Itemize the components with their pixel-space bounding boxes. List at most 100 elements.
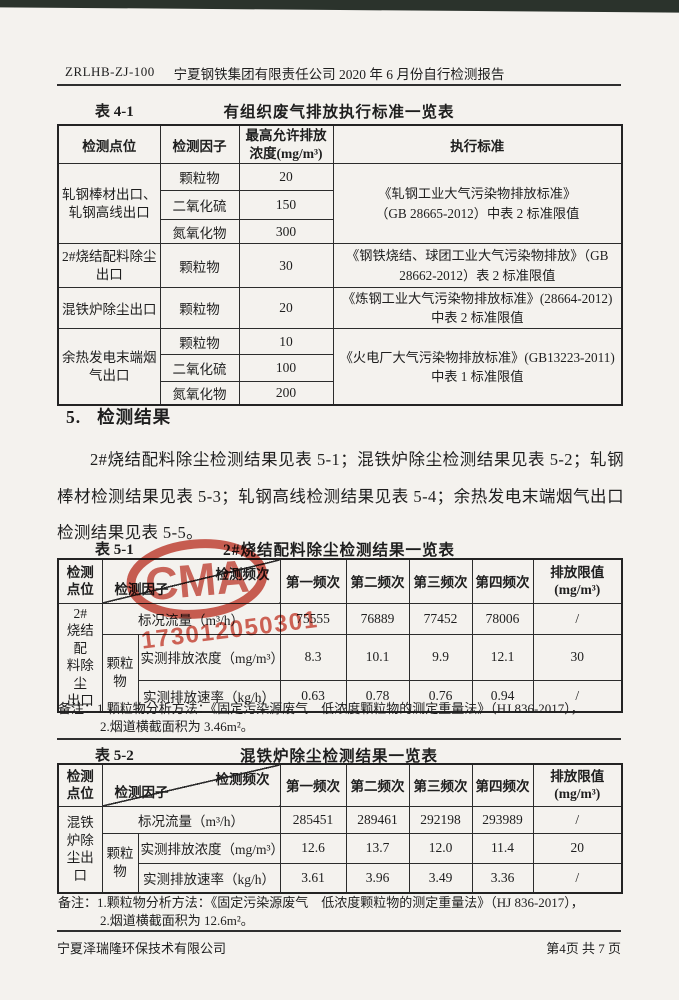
rate-limit: / <box>532 862 623 894</box>
factor-name: 二氧化硫 <box>159 354 240 383</box>
flow-label: 标况流量（m³/h） <box>101 602 281 635</box>
factor-name: 颗粒物 <box>159 287 240 330</box>
header-divider <box>57 84 621 86</box>
footer-divider <box>57 930 621 932</box>
conc-label: 实测排放浓度（mg/m³） <box>137 633 281 682</box>
conc-limit: 30 <box>532 633 623 682</box>
factor-value: 100 <box>238 354 334 383</box>
point-cell: 轧钢棒材出口、 轧钢高线出口 <box>57 163 161 245</box>
conc-value: 12.1 <box>471 633 534 682</box>
table-4-1: 检测点位 检测因子 最高允许排放 浓度(mg/m³) 执行标准 轧钢棒材出口、 … <box>57 124 623 407</box>
flow-value: 75555 <box>279 602 347 635</box>
page-footer: 宁夏泽瑞隆环保技术有限公司 第4页 共 7 页 <box>57 938 621 957</box>
factor-value: 20 <box>238 287 334 330</box>
rate-value: 0.76 <box>408 680 473 713</box>
col-header-freq3: 第三频次 <box>408 558 473 604</box>
col-header-limit: 排放限值 (mg/m³) <box>532 558 623 604</box>
rate-limit: / <box>532 680 623 713</box>
table4-1-title: 有组织废气排放执行标准一览表 <box>223 104 455 121</box>
corner-top-label: 检测频次 <box>215 567 270 582</box>
standard-cell: 《钢铁烧结、球团工业大气污染物排放》（GB 28662-2012）表 2 标准限… <box>332 243 623 289</box>
table-row: 颗粒 物 实测排放浓度（mg/m³） 8.3 10.1 9.9 12.1 30 <box>58 633 623 713</box>
footer-company: 宁夏泽瑞隆环保技术有限公司 <box>57 941 227 956</box>
conc-value: 12.6 <box>279 832 347 864</box>
flow-value: 292198 <box>408 805 473 834</box>
flow-limit: / <box>532 805 623 834</box>
table-row: 2#烧结配料除尘 出口 颗粒物 30 《钢铁烧结、球团工业大气污染物排放》（GB… <box>57 243 623 289</box>
col-header-freq1: 第一频次 <box>279 558 347 604</box>
corner-bottom-label: 检测因子 <box>114 581 169 597</box>
notes-prefix: 备注： <box>58 895 98 910</box>
point-cell: 混铁 炉除 尘出 口 <box>57 805 103 894</box>
note-text: 1.颗粒物分析方法：《固定污染源废气 低浓度颗粒物的测定重量法》（HJ 836-… <box>97 701 584 716</box>
table-row: 氮氧化物 200 <box>58 381 622 406</box>
col-header-freq1: 第一频次 <box>279 763 347 807</box>
note-text: 1.颗粒物分析方法：《固定污染源废气 低浓度颗粒物的测定重量法》（HJ 836-… <box>97 895 584 910</box>
col-header-freq3: 第三频次 <box>408 763 473 807</box>
table5-2-label: 表 5-2 <box>95 748 134 764</box>
scanner-edge-artifact <box>0 0 679 13</box>
factor-value: 20 <box>238 163 334 192</box>
pm-group-cell: 颗粒 物 <box>101 832 139 894</box>
table5-2-notes: 备注：1.颗粒物分析方法：《固定污染源废气 低浓度颗粒物的测定重量法》（HJ 8… <box>58 894 624 929</box>
table-row: 实测排放速率（kg/h） 0.63 0.78 0.76 0.94 / <box>58 680 623 713</box>
factor-value: 30 <box>238 243 334 289</box>
flow-value: 289461 <box>345 805 410 834</box>
conc-value: 10.1 <box>345 633 410 682</box>
table5-1-notes: 备注：1.颗粒物分析方法：《固定污染源废气 低浓度颗粒物的测定重量法》（HJ 8… <box>58 700 624 735</box>
table-row: 氮氧化物 300 <box>58 219 622 245</box>
table-row: 混铁炉除尘出口 颗粒物 20 《炼钢工业大气污染物排放标准》(28664-201… <box>57 287 623 330</box>
rate-label: 实测排放速率（kg/h） <box>137 862 281 894</box>
conc-label: 实测排放浓度（mg/m³） <box>137 832 281 864</box>
standard-cell: 《炼钢工业大气污染物排放标准》(28664-2012) 中表 2 标准限值 <box>332 287 623 330</box>
rate-value: 3.61 <box>279 862 347 894</box>
point-cell: 2# 烧结配 料除尘 出口 <box>57 602 103 713</box>
col-header-factor: 检测因子 <box>159 124 240 165</box>
section-5-heading: 5. 检测结果 <box>66 404 171 429</box>
conc-value: 9.9 <box>408 633 473 682</box>
factor-name: 二氧化硫 <box>159 190 240 221</box>
pm-group-cell: 颗粒 物 <box>101 633 139 713</box>
conc-value: 8.3 <box>279 633 347 682</box>
factor-value: 10 <box>238 328 334 356</box>
col-header-point: 检测 点位 <box>57 558 103 604</box>
factor-value: 150 <box>238 190 334 221</box>
rate-value: 0.63 <box>279 680 347 713</box>
table5-1-title: 2#烧结配料除尘检测结果一览表 <box>222 542 455 559</box>
factor-name: 氮氧化物 <box>159 381 240 406</box>
table-row: 轧钢棒材出口、 轧钢高线出口 颗粒物 20 《轧钢工业大气污染物排放标准》 （G… <box>57 163 623 245</box>
table-row: 混铁 炉除 尘出 口 标况流量（m³/h） 285451 289461 2921… <box>57 805 623 894</box>
report-title: 宁夏钢铁集团有限责任公司 2020 年 6 月份自行检测报告 <box>173 67 505 82</box>
conc-value: 13.7 <box>345 832 410 864</box>
conc-limit: 20 <box>532 832 623 864</box>
conc-value: 11.4 <box>471 832 534 864</box>
table-row: 颗粒 物 实测排放浓度（mg/m³） 12.6 13.7 12.0 11.4 2… <box>58 832 623 894</box>
note-line: 备注：1.颗粒物分析方法：《固定污染源废气 低浓度颗粒物的测定重量法》（HJ 8… <box>58 894 624 912</box>
table-row: 实测排放速率（kg/h） 3.61 3.96 3.49 3.36 / <box>58 862 623 894</box>
page-header: ZRLHB-ZJ-100 宁夏钢铁集团有限责任公司 2020 年 6 月份自行检… <box>57 63 621 83</box>
conc-value: 12.0 <box>408 832 473 864</box>
table-row: 余热发电末端烟 气出口 颗粒物 10 《火电厂大气污染物排放标准》(GB1322… <box>57 328 623 406</box>
factor-name: 颗粒物 <box>159 328 240 356</box>
point-cell: 2#烧结配料除尘 出口 <box>57 243 161 289</box>
point-cell: 混铁炉除尘出口 <box>57 287 161 330</box>
col-header-standard: 执行标准 <box>332 124 623 165</box>
note-line: 2.烟道横截面积为 3.46m²。 <box>100 718 254 734</box>
standard-cell: 《火电厂大气污染物排放标准》(GB13223-2011) 中表 1 标准限值 <box>332 328 623 406</box>
table5-1-label: 表 5-1 <box>95 542 134 558</box>
flow-label: 标况流量（m³/h） <box>101 805 281 834</box>
col-header-freq4: 第四频次 <box>471 763 534 807</box>
corner-bottom-label: 检测因子 <box>114 784 169 800</box>
corner-top-label: 检测频次 <box>215 772 270 787</box>
table5-2-title: 混铁炉除尘检测结果一览表 <box>239 748 438 765</box>
factor-name: 颗粒物 <box>159 163 240 192</box>
section-divider <box>57 738 621 740</box>
table-row: 检测 点位 检测频次 检测因子 第一频次 第二频次 第三频次 第四频次 排放限值… <box>57 763 623 807</box>
table5-1-caption: 表 5-1 2#烧结配料除尘检测结果一览表 <box>57 538 621 559</box>
factor-value: 200 <box>238 381 334 406</box>
col-header-limit: 最高允许排放 浓度(mg/m³) <box>238 124 334 165</box>
factor-name: 氮氧化物 <box>159 219 240 245</box>
table-row: 二氧化硫 100 <box>58 354 622 383</box>
doc-code: ZRLHB-ZJ-100 <box>65 64 155 79</box>
section-number: 5. <box>66 407 82 427</box>
